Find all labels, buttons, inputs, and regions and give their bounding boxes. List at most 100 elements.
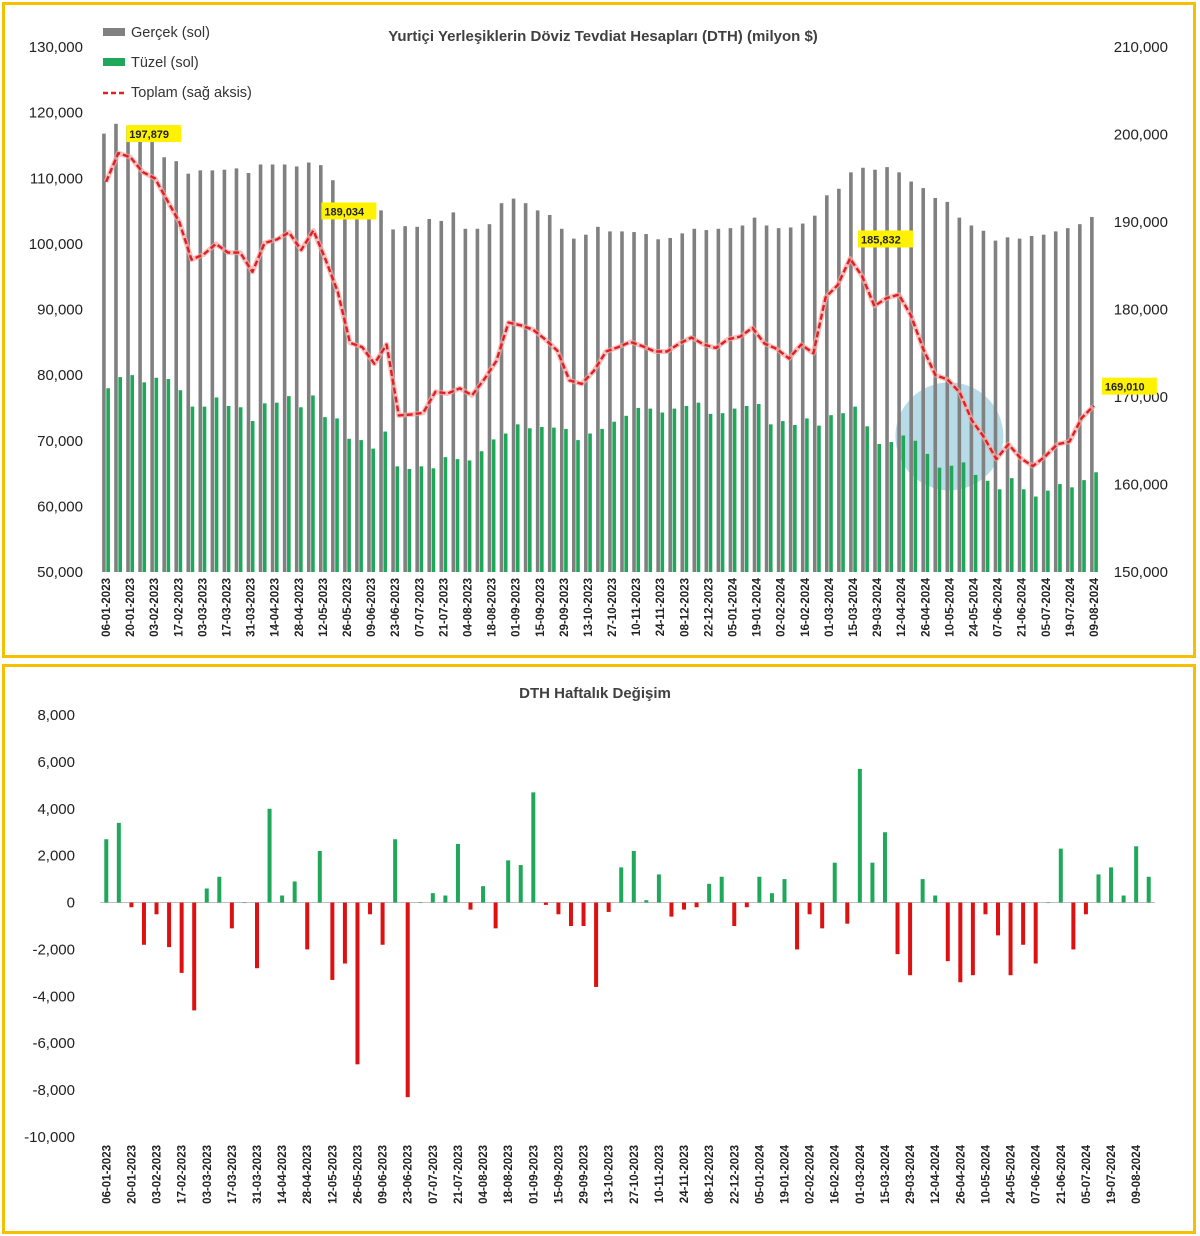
bar-gercek [150,140,154,572]
bar-gercek [138,130,142,572]
bar-increase [292,881,297,903]
bar-increase [707,883,712,903]
bar-gercek [523,203,528,572]
bar-gercek [403,226,407,572]
bar-tuzel [708,413,713,572]
bar-increase [455,843,460,903]
bar-gercek [475,228,480,572]
x-tick-label: 29-09-2023 [579,1145,591,1204]
bar-tuzel [491,439,496,572]
bar-gercek [210,170,215,572]
x-tick-label: 03-03-2023 [202,1145,214,1204]
bar-gercek [993,240,998,572]
bar-tuzel [130,375,135,572]
bar-tuzel [793,425,797,572]
bar-gercek [921,188,926,572]
bar-tuzel [841,413,845,572]
bar-tuzel [250,421,255,572]
bar-increase [1134,846,1139,903]
bar-gercek [584,234,588,572]
bar-gercek [620,231,624,572]
bar-gercek [812,215,817,572]
bar-decrease [1021,902,1026,945]
bar-gercek [102,133,106,572]
x-tick-label: 05-01-2024 [754,1144,766,1203]
right-axis-tick: 200,000 [1114,127,1168,144]
bar-increase [393,839,398,903]
bar-tuzel [1082,480,1086,572]
bar-gercek [174,161,179,572]
bar-tuzel [154,377,159,572]
bar-tuzel [540,426,544,572]
x-tick-label: 23-06-2023 [403,1145,415,1204]
x-tick-label: 12-04-2024 [930,1144,942,1203]
bar-gercek [885,167,889,572]
bar-gercek [499,203,504,572]
bar-decrease [493,902,498,929]
right-axis-tick: 190,000 [1114,214,1168,231]
bar-gercek [704,230,709,572]
x-tick-label: 12-05-2023 [318,578,330,637]
bar-gercek [391,229,395,572]
bar-gercek [1041,234,1046,572]
bar-decrease [468,902,473,910]
bar-tuzel [973,474,978,572]
bar-decrease [305,902,310,950]
bar-gercek [415,226,419,572]
bar-increase [1058,848,1063,903]
bar-tuzel [190,406,195,572]
bar-gercek [355,207,359,572]
x-tick-label: 16-02-2024 [830,1144,842,1203]
bar-tuzel [323,417,327,572]
bar-increase [116,822,121,903]
right-axis-tick: 160,000 [1114,477,1168,494]
bar-decrease [744,902,749,908]
bar-decrease [1008,902,1013,976]
bar-decrease [568,902,573,926]
bar-tuzel [1034,496,1038,572]
x-tick-label: 05-07-2024 [1041,577,1053,636]
bar-decrease [141,902,146,945]
bar-gercek [535,210,540,572]
x-tick-label: 24-05-2024 [1006,1144,1018,1203]
bar-gercek [294,166,299,572]
bar-tuzel [564,428,568,572]
y-axis-tick: -8,000 [32,1082,75,1099]
bar-tuzel [166,379,171,572]
x-tick-label: 12-04-2024 [896,577,908,636]
x-tick-label: 26-04-2024 [920,577,932,636]
x-tick-label: 13-10-2023 [604,1145,616,1204]
bar-increase [1046,902,1051,904]
x-tick-label: 15-03-2024 [848,577,860,636]
bar-gercek [800,223,805,572]
bar-decrease [682,902,687,910]
bar-gercek [632,232,636,572]
bar-gercek [909,181,913,572]
bar-increase [882,832,887,903]
bar-tuzel [311,395,315,572]
x-tick-label: 09-06-2023 [366,578,378,637]
bar-tuzel [961,462,966,572]
bar-increase [757,876,762,903]
callout-box [321,202,377,220]
x-tick-label: 15-03-2024 [880,1144,892,1203]
bar-tuzel [588,433,592,572]
x-tick-label: 09-08-2024 [1089,577,1101,636]
bar-tuzel [106,388,110,572]
y-axis-tick: 2,000 [37,848,75,865]
x-tick-label: 26-04-2024 [955,1144,967,1203]
bar-increase [920,879,925,903]
bar-increase [204,888,209,903]
bar-tuzel [600,428,604,572]
bar-increase [443,895,448,903]
y-axis-tick: 8,000 [37,707,75,724]
x-tick-label: 18-08-2023 [487,578,499,637]
bar-decrease [192,902,197,1011]
bar-tuzel [853,406,857,572]
bar-decrease [355,902,360,1065]
bar-increase [217,876,222,903]
bar-gercek [331,180,335,572]
bar-gercek [608,231,612,572]
bar-increase [631,850,636,903]
bar-gercek [680,233,685,572]
